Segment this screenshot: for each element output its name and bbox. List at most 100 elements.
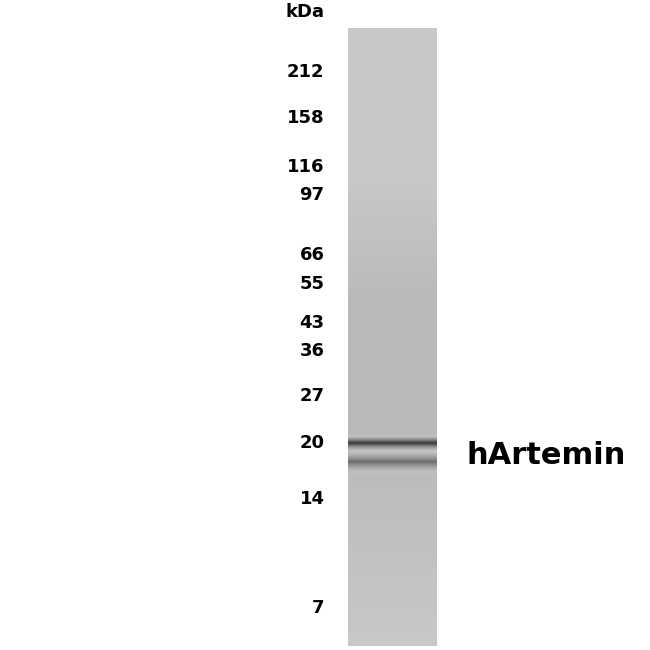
Bar	[348, 57, 437, 58]
Bar	[348, 216, 437, 217]
Bar	[348, 131, 437, 132]
Bar	[348, 261, 437, 262]
Bar	[348, 528, 437, 530]
Bar	[348, 590, 437, 592]
Bar	[348, 142, 437, 143]
Bar	[348, 543, 437, 545]
Bar	[348, 560, 437, 562]
Bar	[348, 324, 437, 325]
Bar	[348, 235, 437, 236]
Bar	[348, 112, 437, 114]
Bar	[348, 292, 437, 294]
Bar	[348, 400, 437, 401]
Bar	[348, 42, 437, 43]
Bar	[348, 612, 437, 614]
Bar	[348, 55, 437, 57]
Bar	[348, 81, 437, 83]
Bar	[348, 458, 437, 460]
Bar	[348, 75, 437, 77]
Bar	[348, 453, 437, 454]
Bar	[348, 609, 437, 610]
Bar	[348, 359, 437, 361]
Bar	[348, 425, 437, 426]
Bar	[348, 124, 437, 125]
Bar	[348, 273, 437, 274]
Bar	[348, 564, 437, 566]
Bar	[348, 362, 437, 363]
Bar	[348, 604, 437, 605]
Bar	[348, 269, 437, 270]
Bar	[348, 206, 437, 207]
Bar	[348, 460, 437, 461]
Bar	[348, 417, 437, 419]
Bar	[348, 192, 437, 194]
Bar	[348, 224, 437, 225]
Bar	[348, 253, 437, 254]
Bar	[348, 487, 437, 488]
Bar	[348, 384, 437, 385]
Text: kDa: kDa	[285, 3, 324, 21]
Bar	[348, 404, 437, 405]
Bar	[348, 328, 437, 330]
Bar	[348, 514, 437, 515]
Bar	[348, 311, 437, 313]
Bar	[348, 125, 437, 126]
Bar	[348, 161, 437, 162]
Bar	[348, 367, 437, 368]
Bar	[348, 51, 437, 52]
Bar	[348, 116, 437, 117]
Bar	[348, 441, 437, 442]
Text: 55: 55	[300, 275, 324, 293]
Bar	[348, 506, 437, 508]
Bar	[348, 600, 437, 601]
Bar	[348, 545, 437, 546]
Bar	[348, 132, 437, 133]
Bar	[348, 305, 437, 306]
Bar	[348, 341, 437, 342]
Bar	[348, 106, 437, 107]
Text: hArtemin: hArtemin	[467, 441, 626, 470]
Bar	[348, 405, 437, 406]
Bar	[348, 498, 437, 499]
Bar	[348, 343, 437, 344]
Bar	[348, 166, 437, 168]
Bar	[348, 105, 437, 106]
Bar	[348, 504, 437, 505]
Bar	[348, 380, 437, 382]
Bar	[348, 77, 437, 78]
Bar	[348, 58, 437, 59]
Bar	[348, 64, 437, 66]
Bar	[348, 177, 437, 178]
Bar	[348, 246, 437, 247]
Bar	[348, 616, 437, 617]
Bar	[348, 255, 437, 257]
Bar	[348, 450, 437, 452]
Bar	[348, 585, 437, 586]
Bar	[348, 99, 437, 100]
Bar	[348, 510, 437, 512]
Bar	[348, 314, 437, 315]
Bar	[348, 526, 437, 527]
Bar	[348, 357, 437, 358]
Bar	[348, 115, 437, 116]
Bar	[348, 597, 437, 599]
Bar	[348, 540, 437, 541]
Bar	[348, 456, 437, 457]
Bar	[348, 33, 437, 34]
Bar	[348, 577, 437, 578]
Bar	[348, 445, 437, 446]
Bar	[348, 259, 437, 261]
Bar	[348, 66, 437, 67]
Bar	[348, 196, 437, 198]
Bar	[348, 205, 437, 206]
Bar	[348, 439, 437, 441]
Text: 14: 14	[300, 490, 324, 508]
Bar	[348, 501, 437, 502]
Bar	[348, 154, 437, 155]
Bar	[348, 62, 437, 63]
Bar	[348, 389, 437, 390]
Bar	[348, 121, 437, 122]
Bar	[348, 251, 437, 252]
Bar	[348, 478, 437, 479]
Bar	[348, 619, 437, 620]
